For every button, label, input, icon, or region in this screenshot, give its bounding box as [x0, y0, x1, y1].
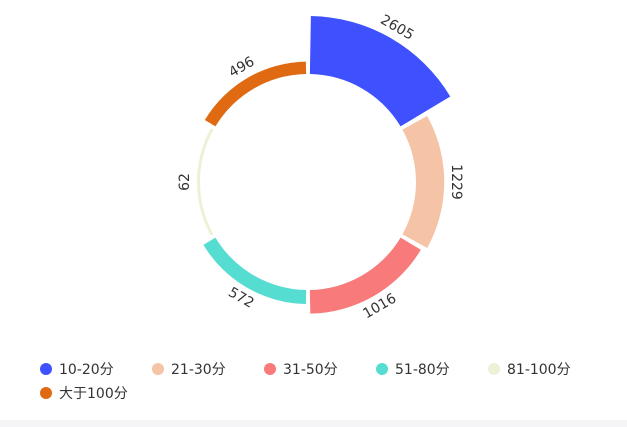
- legend-label: 大于100分: [59, 386, 128, 402]
- slice-3[interactable]: [309, 237, 421, 314]
- slice-6[interactable]: [204, 61, 307, 127]
- legend-swatch: [376, 363, 388, 375]
- legend-label: 81-100分: [507, 362, 571, 378]
- legend-swatch: [264, 363, 276, 375]
- slice-5[interactable]: [197, 128, 214, 236]
- legend-swatch: [40, 387, 52, 399]
- slice-2[interactable]: [402, 115, 445, 249]
- legend-item[interactable]: 31-50分: [264, 358, 338, 380]
- legend-swatch: [40, 363, 52, 375]
- slice-value-label: 1229: [448, 164, 464, 200]
- legend-item[interactable]: 10-20分: [40, 358, 114, 380]
- legend-item[interactable]: 21-30分: [152, 358, 226, 380]
- legend-label: 21-30分: [171, 362, 226, 378]
- slice-value-label: 62: [177, 173, 193, 191]
- slice-1[interactable]: [309, 16, 451, 127]
- legend-item[interactable]: 大于100分: [40, 382, 128, 404]
- legend-label: 31-50分: [283, 362, 338, 378]
- legend-item[interactable]: 81-100分: [488, 358, 571, 380]
- legend-swatch: [152, 363, 164, 375]
- legend-swatch: [488, 363, 500, 375]
- footer-band: [0, 420, 627, 427]
- legend-label: 10-20分: [59, 362, 114, 378]
- legend-item[interactable]: 51-80分: [376, 358, 450, 380]
- slice-4[interactable]: [203, 237, 307, 305]
- legend-label: 51-80分: [395, 362, 450, 378]
